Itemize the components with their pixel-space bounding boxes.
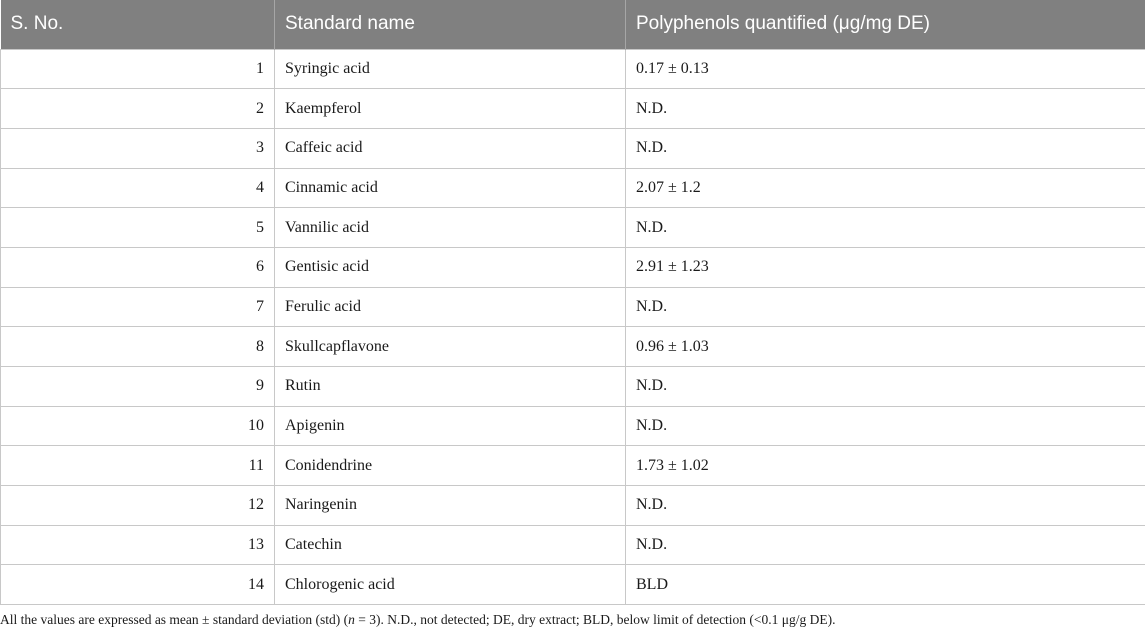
- table-row: 8 Skullcapflavone 0.96 ± 1.03: [0, 326, 1145, 367]
- cell-serial-number: 4: [0, 167, 275, 209]
- table-row: 11 Conidendrine 1.73 ± 1.02: [0, 445, 1145, 487]
- cell-standard-name: Catechin: [274, 524, 626, 566]
- cell-serial-number: 1: [0, 48, 275, 90]
- cell-standard-name: Skullcapflavone: [274, 326, 626, 367]
- cell-standard-name: Conidendrine: [274, 445, 626, 487]
- cell-serial-number: 6: [0, 246, 275, 288]
- cell-polyphenol-value: N.D.: [625, 485, 1145, 526]
- cell-standard-name: Syringic acid: [274, 48, 626, 90]
- polyphenols-table-container: S. No. Standard name Polyphenols quantif…: [0, 0, 1145, 606]
- cell-polyphenol-value: N.D.: [625, 127, 1145, 169]
- table-row: 6 Gentisic acid 2.91 ± 1.23: [0, 246, 1145, 288]
- cell-serial-number: 9: [0, 366, 275, 407]
- cell-polyphenol-value: N.D.: [625, 207, 1145, 248]
- table-footnote: All the values are expressed as mean ± s…: [0, 612, 836, 628]
- table-row: 4 Cinnamic acid 2.07 ± 1.2: [0, 167, 1145, 209]
- cell-serial-number: 10: [0, 405, 275, 447]
- cell-serial-number: 13: [0, 524, 275, 566]
- cell-polyphenol-value: 1.73 ± 1.02: [625, 445, 1145, 487]
- cell-standard-name: Ferulic acid: [274, 286, 626, 328]
- cell-serial-number: 12: [0, 485, 275, 526]
- footnote-n-symbol: n: [348, 612, 355, 627]
- cell-serial-number: 7: [0, 286, 275, 328]
- table-row: 12 Naringenin N.D.: [0, 485, 1145, 526]
- table-row: 5 Vannilic acid N.D.: [0, 207, 1145, 248]
- table-header: S. No. Standard name Polyphenols quantif…: [0, 0, 1145, 49]
- cell-standard-name: Chlorogenic acid: [274, 564, 626, 606]
- footnote-text-end: = 3). N.D., not detected; DE, dry extrac…: [354, 612, 836, 627]
- table-row: 1 Syringic acid 0.17 ± 0.13: [0, 48, 1145, 90]
- cell-serial-number: 8: [0, 326, 275, 367]
- table-body: 1 Syringic acid 0.17 ± 0.13 2 Kaempferol…: [0, 48, 1145, 606]
- cell-standard-name: Vannilic acid: [274, 207, 626, 248]
- cell-polyphenol-value: 2.91 ± 1.23: [625, 246, 1145, 288]
- table-row: 10 Apigenin N.D.: [0, 405, 1145, 447]
- cell-polyphenol-value: 0.17 ± 0.13: [625, 48, 1145, 90]
- table-row: 2 Kaempferol N.D.: [0, 88, 1145, 129]
- cell-standard-name: Naringenin: [274, 485, 626, 526]
- table-row: 7 Ferulic acid N.D.: [0, 286, 1145, 328]
- cell-serial-number: 3: [0, 127, 275, 169]
- cell-standard-name: Gentisic acid: [274, 246, 626, 288]
- cell-polyphenol-value: BLD: [625, 564, 1145, 606]
- footnote-text-start: All the values are expressed as mean ± s…: [0, 612, 349, 627]
- cell-serial-number: 14: [0, 564, 275, 606]
- cell-serial-number: 2: [0, 88, 275, 129]
- cell-serial-number: 11: [0, 445, 275, 487]
- cell-standard-name: Cinnamic acid: [274, 167, 626, 209]
- cell-serial-number: 5: [0, 207, 275, 248]
- cell-standard-name: Kaempferol: [274, 88, 626, 129]
- cell-polyphenol-value: N.D.: [625, 286, 1145, 328]
- cell-polyphenol-value: 0.96 ± 1.03: [625, 326, 1145, 367]
- cell-polyphenol-value: N.D.: [625, 405, 1145, 447]
- cell-polyphenol-value: N.D.: [625, 524, 1145, 566]
- header-serial-number: S. No.: [0, 0, 275, 49]
- header-polyphenols-quantified: Polyphenols quantified (μg/mg DE): [625, 0, 1145, 49]
- table-row: 9 Rutin N.D.: [0, 366, 1145, 407]
- header-standard-name: Standard name: [274, 0, 626, 49]
- cell-polyphenol-value: N.D.: [625, 366, 1145, 407]
- table-row: 13 Catechin N.D.: [0, 524, 1145, 566]
- cell-standard-name: Caffeic acid: [274, 127, 626, 169]
- cell-polyphenol-value: 2.07 ± 1.2: [625, 167, 1145, 209]
- cell-standard-name: Apigenin: [274, 405, 626, 447]
- table-row: 3 Caffeic acid N.D.: [0, 127, 1145, 169]
- header-row: S. No. Standard name Polyphenols quantif…: [0, 0, 1145, 49]
- cell-polyphenol-value: N.D.: [625, 88, 1145, 129]
- cell-standard-name: Rutin: [274, 366, 626, 407]
- polyphenols-table: S. No. Standard name Polyphenols quantif…: [0, 0, 1145, 606]
- table-row: 14 Chlorogenic acid BLD: [0, 564, 1145, 606]
